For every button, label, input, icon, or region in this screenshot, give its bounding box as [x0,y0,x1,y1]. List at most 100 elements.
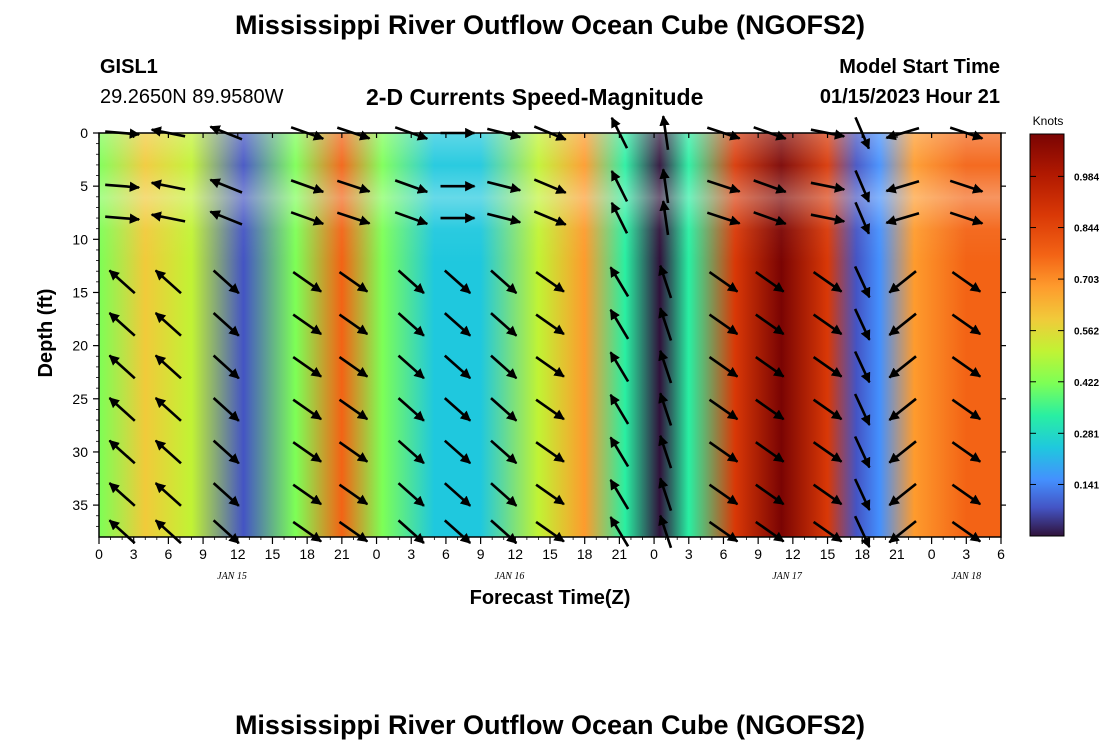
current-arrow [443,397,472,422]
current-arrow [397,354,425,380]
current-arrow [609,516,630,547]
current-arrow [108,397,136,422]
current-arrow [486,212,522,225]
current-arrow [812,356,843,378]
current-arrow [154,269,182,295]
current-arrow [853,435,871,469]
x-tick-label: 15 [542,546,558,562]
current-arrow [338,356,369,378]
x-axis: 0 3 6 9 12 15 18 21 0 3 6 9 12 15 18 21 0 3 6 9 12 15 18 21 0 3 6 J… [95,133,1005,582]
current-arrow [885,211,920,226]
current-arrow [755,398,785,421]
x-tick-label: 6 [720,546,728,562]
x-axis-title: Forecast Time(Z) [470,587,631,609]
current-arrow [535,398,565,421]
current-arrow [394,211,429,226]
footer-title: Mississippi River Outflow Ocean Cube (NG… [234,710,866,740]
current-arrow [292,271,322,293]
current-arrow [812,313,843,336]
colorbar-title: Knots [1033,114,1064,128]
current-arrow [658,264,673,299]
current-arrow [397,439,425,465]
x-tick-label: 9 [477,546,485,562]
current-arrow [609,393,630,425]
x-tick-label: 15 [265,546,281,562]
current-arrow [888,482,917,507]
current-arrow [443,439,472,465]
current-arrow [949,211,984,226]
current-arrow [853,308,871,341]
station-id: GISL1 [100,56,158,78]
current-arrow [853,478,871,511]
current-arrow [755,441,785,463]
current-arrow [659,168,670,204]
current-arrow [609,479,630,510]
colorbar-tick-label: 0.984 [1074,172,1099,183]
current-arrow [755,520,785,543]
x-tick-label: 21 [889,546,905,562]
current-arrow [658,514,673,549]
date-label: JAN 17 [772,571,803,582]
current-arrow [150,179,186,191]
current-arrow [443,519,472,544]
current-arrow [535,441,565,463]
date-label: JAN 16 [495,571,525,582]
current-arrow [853,515,871,549]
current-arrow [609,266,630,298]
current-arrow [292,441,322,463]
current-arrow [951,441,982,463]
current-arrow [853,350,871,384]
current-arrow [397,519,425,544]
current-arrow [951,520,982,543]
current-arrow [812,398,843,421]
current-arrow [810,213,846,225]
current-arrow [108,439,136,465]
current-arrow [443,312,472,337]
current-arrow [443,354,472,380]
current-arrow [490,397,518,422]
current-arrow [490,519,518,544]
current-arrow [708,271,739,293]
current-arrow [338,520,369,543]
y-tick-label: 0 [80,125,88,141]
x-tick-label: 3 [130,546,138,562]
date-label: JAN 15 [217,571,247,582]
current-arrow [535,483,565,506]
model-start-label: Model Start Time [839,56,1000,78]
current-arrow [108,269,136,295]
current-arrow [292,398,322,421]
current-arrow [490,439,518,465]
current-arrow [812,441,843,463]
current-arrow [708,520,739,543]
current-arrow [853,393,871,426]
current-arrow [708,398,739,421]
x-tick-label: 9 [199,546,207,562]
current-arrow [888,270,917,294]
x-tick-label: 12 [785,546,801,562]
current-arrow [951,356,982,378]
current-arrow [610,170,629,202]
current-arrow [658,307,673,341]
current-arrow [888,355,917,379]
current-arrow [949,179,984,194]
chart-title: Mississippi River Outflow Ocean Cube (NG… [234,10,866,40]
x-tick-label: 18 [299,546,315,562]
current-arrow [812,271,843,293]
y-tick-label: 35 [72,497,88,513]
current-arrow [753,179,787,194]
x-tick-label: 3 [962,546,970,562]
current-arrow [490,269,518,295]
current-arrow [150,211,186,223]
model-start-time: 01/15/2023 Hour 21 [819,86,1000,108]
current-arrow [154,439,182,465]
current-arrow [490,312,518,337]
current-arrow [486,180,522,194]
current-arrow [755,483,785,506]
current-arrow [338,441,369,463]
current-arrow [338,483,369,506]
current-arrow [708,356,739,378]
current-arrow [854,169,871,203]
current-arrow [888,440,917,464]
current-arrow [397,312,425,337]
current-arrow [212,482,240,507]
